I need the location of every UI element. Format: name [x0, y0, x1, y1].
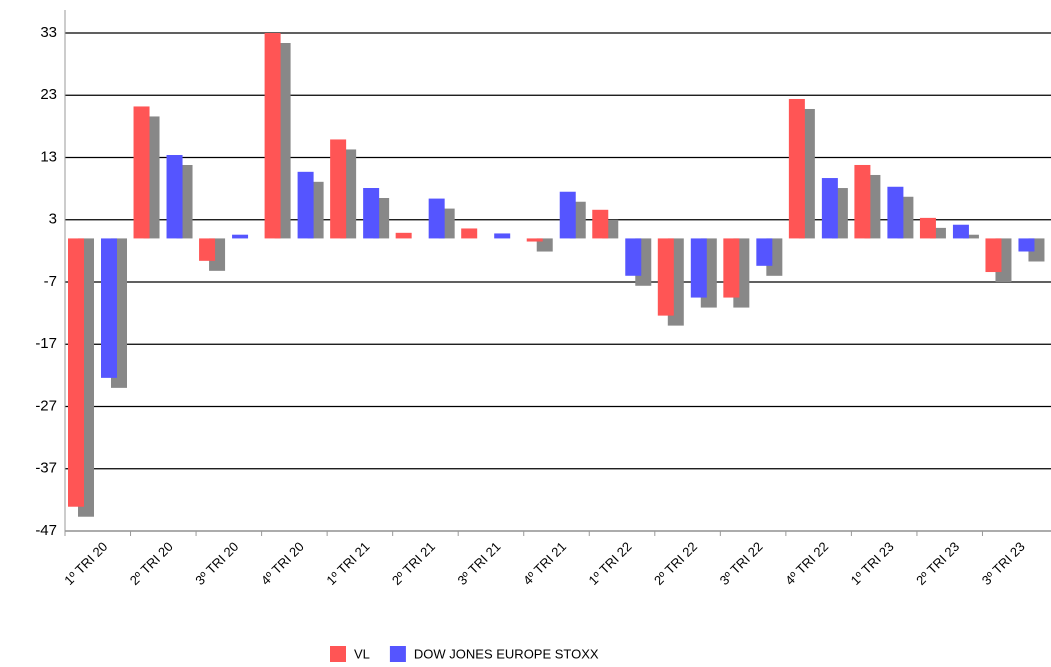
- y-tick-label: 3: [49, 211, 57, 228]
- x-tick-label: 2º TRI 21: [389, 539, 438, 588]
- bar: [657, 238, 674, 316]
- bar: [494, 233, 511, 239]
- bar: [526, 238, 543, 242]
- bar: [919, 217, 936, 239]
- y-tick-label: 13: [40, 148, 57, 165]
- legend-label: VL: [354, 646, 370, 661]
- y-tick-label: -17: [35, 335, 57, 352]
- x-tick-label: 2º TRI 23: [913, 539, 962, 588]
- bar: [887, 186, 904, 239]
- bar-shadow: [536, 238, 553, 252]
- bar: [297, 171, 314, 239]
- x-tick-label: 4º TRI 22: [782, 539, 831, 588]
- x-tick-label: 2º TRI 22: [651, 539, 700, 588]
- y-tick-label: -7: [44, 273, 57, 290]
- bar: [264, 33, 281, 239]
- bar: [199, 238, 216, 261]
- bar: [821, 178, 838, 239]
- x-tick-label: 1º TRI 21: [323, 539, 372, 588]
- x-tick-label: 4º TRI 21: [520, 539, 569, 588]
- legend-label: DOW JONES EUROPE STOXX: [414, 646, 599, 661]
- bar: [854, 164, 871, 239]
- bar-shadow: [962, 234, 979, 239]
- y-tick-label: -37: [35, 460, 57, 477]
- bar: [363, 188, 380, 239]
- bar: [232, 234, 249, 239]
- bar: [788, 98, 805, 239]
- x-tick-label: 3º TRI 23: [979, 539, 1028, 588]
- bar: [952, 224, 969, 239]
- bar: [68, 238, 84, 507]
- bar: [101, 238, 117, 378]
- y-tick-label: -27: [35, 397, 57, 414]
- y-tick-label: -47: [35, 522, 57, 539]
- bar: [723, 238, 740, 298]
- bar: [756, 238, 773, 266]
- bar: [133, 106, 150, 239]
- bar: [1018, 238, 1035, 252]
- x-tick-label: 3º TRI 21: [454, 539, 503, 588]
- x-tick-label: 1º TRI 23: [848, 539, 897, 588]
- x-tick-label: 4º TRI 20: [258, 539, 307, 588]
- bar: [690, 238, 707, 298]
- bar: [166, 155, 183, 239]
- x-tick-label: 1º TRI 20: [61, 539, 110, 588]
- bar: [592, 209, 609, 239]
- x-tick-label: 3º TRI 20: [192, 539, 241, 588]
- x-tick-label: 1º TRI 22: [586, 539, 635, 588]
- y-tick-label: 23: [40, 86, 57, 103]
- x-tick-label: 3º TRI 22: [717, 539, 766, 588]
- bar: [461, 228, 478, 239]
- bar: [428, 198, 445, 239]
- legend-swatch: [330, 646, 346, 662]
- bar-shadow: [929, 227, 946, 239]
- bar: [330, 139, 347, 239]
- y-tick-label: 33: [40, 24, 57, 41]
- bar: [985, 238, 1002, 273]
- legend-swatch: [389, 646, 406, 662]
- bar: [559, 191, 576, 239]
- bar: [625, 238, 642, 276]
- x-tick-label: 2º TRI 20: [127, 539, 176, 588]
- bar: [395, 232, 412, 239]
